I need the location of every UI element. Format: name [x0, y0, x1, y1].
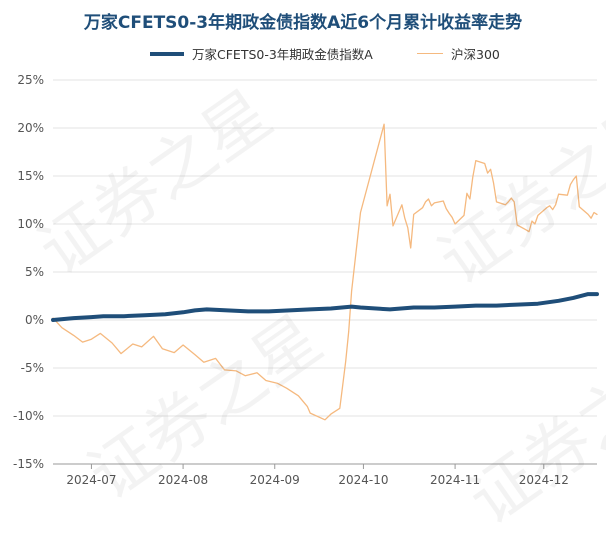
legend-label-fund: 万家CFETS0-3年期政金债指数A [192, 47, 373, 62]
chart-title: 万家CFETS0-3年期政金债指数A近6个月累计收益率走势 [83, 13, 523, 33]
x-tick-label: 2024-09 [250, 473, 300, 487]
y-tick-label: -15% [13, 457, 44, 471]
chart-plot-area: -15% -10% -5% 0% 5% 10% 15% 20% 25% 2024-07 2024-0… [13, 73, 599, 487]
legend-swatch-fund [150, 51, 184, 56]
series-line-fund [51, 292, 599, 322]
legend: 万家CFETS0-3年期政金债指数A 沪深300 [0, 44, 606, 64]
legend-item-fund[interactable]: 万家CFETS0-3年期政金债指数A [150, 44, 373, 63]
x-tick-label: 2024-07 [66, 473, 116, 487]
y-tick-label: 10% [17, 217, 44, 231]
x-tick-label: 2024-10 [338, 473, 388, 487]
legend-item-index[interactable]: 沪深300 [417, 44, 500, 63]
y-tick-label: -5% [21, 361, 44, 375]
y-tick-label: -10% [13, 409, 44, 423]
y-tick-label: 25% [17, 73, 44, 87]
y-tick-label: 20% [17, 121, 44, 135]
x-tick-label: 2024-11 [430, 473, 480, 487]
legend-swatch-index [417, 53, 443, 54]
series-line-index [52, 123, 598, 421]
x-tick-label: 2024-12 [519, 473, 569, 487]
y-tick-label: 0% [25, 313, 44, 327]
legend-label-index: 沪深300 [451, 47, 500, 62]
x-tick-label: 2024-08 [158, 473, 208, 487]
y-tick-label: 15% [17, 169, 44, 183]
y-tick-label: 5% [25, 265, 44, 279]
